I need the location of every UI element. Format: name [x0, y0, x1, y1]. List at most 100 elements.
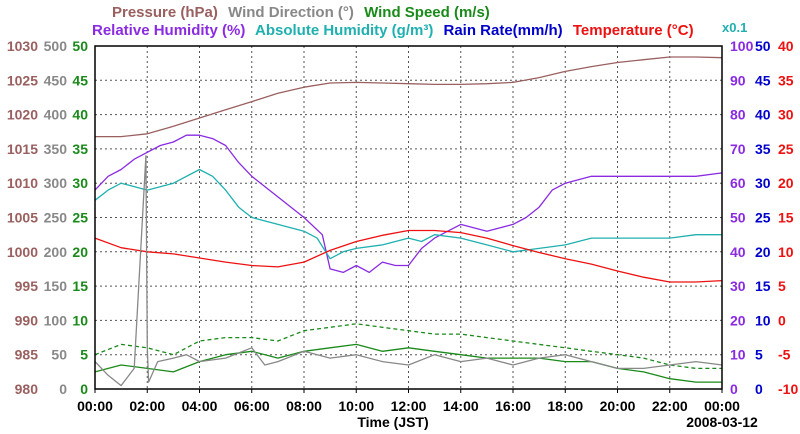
y-tick-label-wind-speed: 45 — [72, 72, 88, 88]
y-axes: 9809859909951000100510101015102010251030… — [7, 38, 799, 397]
chart-series — [94, 56, 723, 387]
y-tick-label-pressure: 1025 — [7, 72, 38, 88]
y-tick-label-wind-speed: 30 — [72, 175, 88, 191]
y-tick-label-temperature: 25 — [778, 141, 794, 157]
x-tick-label: 00:00 — [77, 398, 113, 414]
series-line-absolute-humidity — [94, 168, 722, 260]
y-tick-label-wind-direction: 150 — [44, 278, 68, 294]
header-row-1: Pressure (hPa) Wind Direction (°) Wind S… — [112, 4, 490, 21]
y-tick-label-rain-rate: 20 — [755, 244, 771, 260]
legend-pressure: Pressure (hPa) — [112, 4, 218, 21]
y-tick-label-rain-rate: 0 — [755, 381, 763, 397]
y-tick-label-temperature: 0 — [778, 312, 786, 328]
legend-wind-speed: Wind Speed (m/s) — [364, 4, 490, 21]
y-tick-label-rain-rate: 5 — [755, 347, 763, 363]
y-tick-label-rain-rate: 25 — [755, 210, 771, 226]
series-line-pressure — [95, 56, 723, 138]
abs-humidity-scale-note: x0.1 — [722, 20, 747, 35]
legend-wind-direction: Wind Direction (°) — [228, 4, 354, 21]
header-row-2: Relative Humidity (%) Absolute Humidity … — [92, 22, 694, 39]
x-tick-label: 10:00 — [338, 398, 374, 414]
y-tick-label-wind-direction: 250 — [44, 210, 68, 226]
y-tick-label-wind-speed: 50 — [72, 38, 88, 54]
y-tick-label-relative-humidity: 40 — [730, 244, 746, 260]
y-tick-label-wind-direction: 0 — [59, 381, 67, 397]
y-tick-label-pressure: 990 — [15, 312, 39, 328]
y-tick-label-wind-direction: 400 — [44, 107, 68, 123]
y-tick-label-rain-rate: 35 — [755, 141, 771, 157]
y-tick-label-relative-humidity: 50 — [730, 210, 746, 226]
y-tick-label-pressure: 1030 — [7, 38, 38, 54]
y-tick-label-wind-direction: 450 — [44, 72, 68, 88]
y-tick-label-rain-rate: 15 — [755, 278, 771, 294]
date-label: 2008-03-12 — [686, 414, 758, 430]
x-tick-label: 18:00 — [547, 398, 583, 414]
y-tick-label-wind-direction: 300 — [44, 175, 68, 191]
y-tick-label-relative-humidity: 100 — [730, 38, 754, 54]
series-line-wind-direction — [94, 155, 723, 387]
y-tick-label-relative-humidity: 0 — [730, 381, 738, 397]
y-tick-label-wind-speed: 25 — [72, 210, 88, 226]
y-tick-label-relative-humidity: 90 — [730, 72, 746, 88]
y-tick-label-temperature: 5 — [778, 278, 786, 294]
y-tick-label-wind-direction: 50 — [51, 347, 67, 363]
y-tick-label-pressure: 1020 — [7, 107, 38, 123]
y-tick-label-rain-rate: 10 — [755, 312, 771, 328]
y-tick-label-wind-speed: 5 — [80, 347, 88, 363]
series-line-temperature — [94, 229, 723, 283]
y-tick-label-wind-speed: 35 — [72, 141, 88, 157]
y-tick-label-temperature: 35 — [778, 72, 794, 88]
x-tick-label: 06:00 — [234, 398, 270, 414]
y-tick-label-relative-humidity: 20 — [730, 312, 746, 328]
y-tick-label-wind-speed: 0 — [80, 381, 88, 397]
x-tick-label: 00:00 — [704, 398, 740, 414]
y-tick-label-relative-humidity: 70 — [730, 141, 746, 157]
x-axis-label: Time (JST) — [357, 414, 428, 430]
y-tick-label-wind-direction: 100 — [44, 312, 68, 328]
x-tick-label: 14:00 — [443, 398, 479, 414]
y-tick-label-pressure: 1015 — [7, 141, 38, 157]
y-tick-label-rain-rate: 45 — [755, 72, 771, 88]
legend-relative-humidity: Relative Humidity (%) — [92, 22, 245, 39]
y-tick-label-wind-speed: 40 — [72, 107, 88, 123]
x-tick-label: 16:00 — [495, 398, 531, 414]
y-tick-label-pressure: 980 — [15, 381, 39, 397]
chart-header: Pressure (hPa) Wind Direction (°) Wind S… — [92, 4, 747, 39]
y-tick-label-wind-direction: 500 — [44, 38, 68, 54]
series-line-relative-humidity — [94, 134, 723, 274]
y-tick-label-relative-humidity: 10 — [730, 347, 746, 363]
y-tick-label-pressure: 1000 — [7, 244, 38, 260]
y-tick-label-temperature: 30 — [778, 107, 794, 123]
y-tick-label-temperature: 15 — [778, 210, 794, 226]
legend-rain-rate: Rain Rate(mm/h) — [444, 22, 563, 39]
chart-grid — [95, 46, 722, 389]
x-tick-label: 04:00 — [182, 398, 218, 414]
y-tick-label-temperature: 40 — [778, 38, 794, 54]
y-tick-label-pressure: 995 — [15, 278, 39, 294]
x-tick-label: 22:00 — [652, 398, 688, 414]
y-tick-label-relative-humidity: 80 — [730, 107, 746, 123]
y-tick-label-wind-speed: 10 — [72, 312, 88, 328]
y-tick-label-pressure: 1005 — [7, 210, 38, 226]
x-tick-label: 08:00 — [286, 398, 322, 414]
y-tick-label-wind-direction: 350 — [44, 141, 68, 157]
legend-temperature: Temperature (°C) — [573, 22, 694, 39]
x-tick-label: 12:00 — [391, 398, 427, 414]
y-tick-label-pressure: 985 — [15, 347, 39, 363]
y-tick-label-relative-humidity: 60 — [730, 175, 746, 191]
y-tick-label-rain-rate: 40 — [755, 107, 771, 123]
x-tick-label: 20:00 — [600, 398, 636, 414]
x-tick-label: 02:00 — [129, 398, 165, 414]
y-tick-label-pressure: 1010 — [7, 175, 38, 191]
y-tick-label-temperature: -5 — [778, 347, 791, 363]
y-tick-label-temperature: 10 — [778, 244, 794, 260]
y-tick-label-rain-rate: 30 — [755, 175, 771, 191]
y-tick-label-wind-direction: 200 — [44, 244, 68, 260]
y-tick-label-wind-speed: 15 — [72, 278, 88, 294]
y-tick-label-temperature: -10 — [778, 381, 798, 397]
x-axis: 00:00 02:00 04:00 06:00 08:00 10:00 12:00 14:00… — [77, 389, 740, 414]
legend-absolute-humidity: Absolute Humidity (g/m³) — [255, 22, 433, 39]
y-tick-label-temperature: 20 — [778, 175, 794, 191]
